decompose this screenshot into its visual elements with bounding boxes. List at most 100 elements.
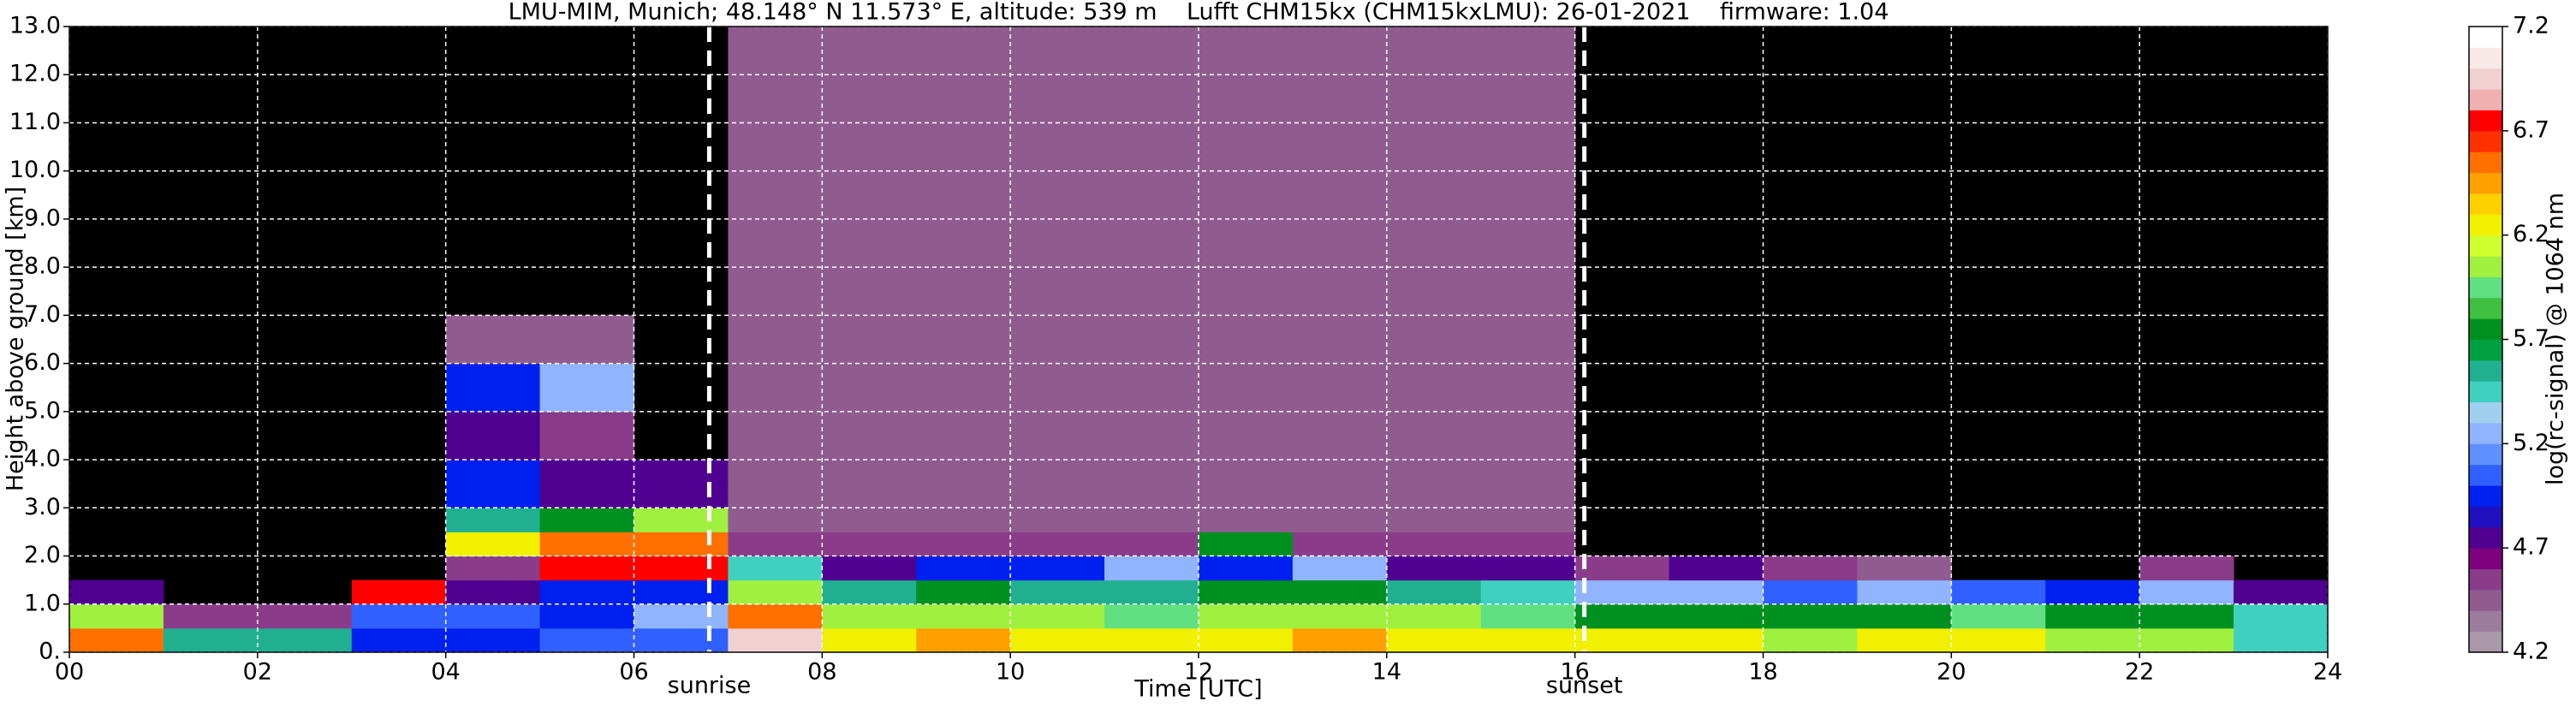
colorbar-swatch xyxy=(2469,130,2502,152)
heat-cell xyxy=(1480,508,1576,532)
heat-cell xyxy=(445,508,541,532)
heat-cell xyxy=(1480,579,1576,605)
heat-cell xyxy=(1104,363,1199,413)
y-tick-label: 3.0 xyxy=(24,494,61,520)
heat-cell xyxy=(445,532,541,557)
heat-cell xyxy=(728,627,823,653)
y-tick-label: 11.0 xyxy=(9,109,61,135)
colorbar-swatch xyxy=(2469,89,2502,110)
heat-cell xyxy=(1010,579,1105,605)
y-tick-label: 9.0 xyxy=(24,205,61,231)
heat-cell xyxy=(728,579,823,605)
heat-cell xyxy=(2234,603,2329,629)
heat-cell xyxy=(1386,627,1482,653)
heat-cell xyxy=(1292,603,1388,629)
heat-cell xyxy=(1104,579,1199,605)
heat-cell xyxy=(822,460,917,508)
colorbar-swatch xyxy=(2469,464,2502,486)
heat-cell xyxy=(1292,460,1388,508)
heat-cell xyxy=(2045,627,2140,653)
heat-cell xyxy=(69,603,164,629)
heat-cell xyxy=(1104,627,1199,653)
heat-cell xyxy=(539,556,634,581)
heat-cell xyxy=(163,627,259,653)
heat-cell xyxy=(1669,627,1764,653)
heat-cell xyxy=(1480,603,1576,629)
heat-cell xyxy=(351,579,447,605)
heat-cell xyxy=(822,411,917,460)
heat-cell xyxy=(1292,218,1388,316)
heat-cell xyxy=(634,460,729,508)
heat-cell xyxy=(2139,556,2234,581)
heat-cell xyxy=(1199,218,1294,316)
heat-cell xyxy=(1104,411,1199,460)
heat-cell xyxy=(445,460,541,508)
heat-cell xyxy=(1104,508,1199,532)
colorbar-swatch xyxy=(2469,256,2502,277)
y-tick-label: 8.0 xyxy=(24,253,61,280)
heat-cell xyxy=(1010,603,1105,629)
colorbar-swatch xyxy=(2469,110,2502,132)
heat-cell xyxy=(1386,603,1482,629)
x-tick-label: 02 xyxy=(243,659,272,686)
heat-cell xyxy=(1669,556,1764,581)
heat-cell xyxy=(1951,579,2046,605)
heat-cell xyxy=(916,315,1011,365)
heat-cell xyxy=(1480,532,1576,557)
heat-cell xyxy=(1574,627,1670,653)
heat-cell xyxy=(1857,579,1952,605)
heat-cell xyxy=(916,532,1011,557)
heat-cell xyxy=(822,579,917,605)
heat-cell xyxy=(539,460,634,508)
heat-cell xyxy=(1386,532,1482,557)
heat-cell xyxy=(1574,556,1670,581)
heat-cell xyxy=(539,315,634,365)
y-tick-label: 5.0 xyxy=(24,397,61,424)
heat-cell xyxy=(822,532,917,557)
heat-cell xyxy=(1010,411,1105,460)
colorbar-swatch xyxy=(2469,152,2502,174)
heat-cell xyxy=(1574,603,1670,629)
heat-cell xyxy=(728,363,823,413)
y-tick-label: 4.0 xyxy=(24,446,61,472)
annotation-label: sunrise xyxy=(668,673,752,699)
heat-cell xyxy=(351,627,447,653)
heat-cell xyxy=(1669,603,1764,629)
heat-cell xyxy=(539,532,634,557)
heat-cell xyxy=(1010,532,1105,557)
y-tick-label: 1.0 xyxy=(24,590,61,616)
heat-cell xyxy=(728,460,823,508)
heat-cell xyxy=(445,315,541,365)
plot-frame xyxy=(68,26,2329,653)
heat-cell xyxy=(916,460,1011,508)
heat-cell xyxy=(1199,315,1294,365)
heat-cell xyxy=(728,532,823,557)
heat-cell xyxy=(2045,579,2140,605)
heat-cell xyxy=(1480,411,1576,460)
heat-cell xyxy=(1480,315,1576,365)
heat-cell xyxy=(1292,556,1388,581)
heat-cell xyxy=(1010,363,1105,413)
heat-cell xyxy=(728,556,823,581)
heat-cell xyxy=(69,627,164,653)
heat-cell xyxy=(916,363,1011,413)
heat-cell xyxy=(1574,579,1670,605)
heat-cell xyxy=(1480,363,1576,413)
colorbar-tick-label: 4.7 xyxy=(2513,534,2549,561)
heat-cell xyxy=(1951,603,2046,629)
heat-cell xyxy=(1386,315,1482,365)
colorbar-swatch xyxy=(2469,526,2502,549)
heat-cell xyxy=(634,556,729,581)
colorbar-swatch xyxy=(2469,68,2502,90)
heat-cell xyxy=(445,603,541,629)
heat-cell xyxy=(634,508,729,532)
heat-cell xyxy=(1480,556,1576,581)
colorbar-swatch xyxy=(2469,443,2502,466)
heat-cell xyxy=(1199,363,1294,413)
y-tick-label: 10.0 xyxy=(9,157,61,183)
heat-cell xyxy=(916,579,1011,605)
heat-cell xyxy=(634,603,729,629)
colorbar-tick-label: 7.2 xyxy=(2513,13,2549,39)
heat-cell xyxy=(1199,532,1294,557)
heat-cell xyxy=(445,411,541,460)
